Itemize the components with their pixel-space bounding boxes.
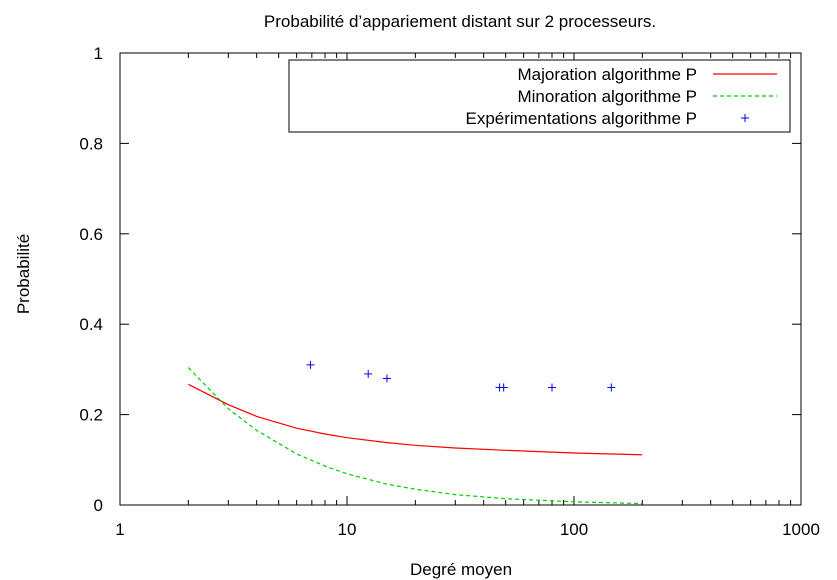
plot-frame [119,52,802,506]
x-tick-label: 1000 [782,520,820,539]
y-tick-label: 0.2 [79,406,103,425]
legend-label: Minoration algorithme P [517,87,697,106]
legend-swatch [741,114,749,122]
plot-border [119,52,802,506]
x-tick-label: 1 [115,520,124,539]
legend-box [288,59,791,133]
y-tick-label: 0 [94,496,103,515]
x-tick-label: 100 [560,520,588,539]
y-tick-label: 0.4 [79,315,103,334]
legend: Majoration algorithme P Minoration algori… [288,59,791,133]
data-point [364,369,373,378]
legend-label: Expérimentations algorithme P [465,109,697,128]
data-point [306,360,315,369]
x-axis-ticks: 1 10 100 1000 [115,53,820,539]
x-axis-label: Degré moyen [410,560,512,579]
series-line-1 [187,367,643,505]
y-axis-label: Probabilité [14,234,33,314]
y-axis-ticks: 0 0.2 0.4 0.6 0.8 1 [79,44,801,515]
data-point [499,383,508,392]
data-point [607,383,616,392]
y-tick-label: 0.8 [79,134,103,153]
legend-label: Majoration algorithme P [517,65,697,84]
y-tick-label: 1 [94,44,103,63]
series-line-0 [188,383,643,456]
y-tick-label: 0.6 [79,225,103,244]
x-tick-label: 10 [338,520,357,539]
data-point [548,383,557,392]
series-layer [187,360,643,505]
chart-title: Probabilité d’appariement distant sur 2 … [264,12,656,31]
data-point [382,374,391,383]
